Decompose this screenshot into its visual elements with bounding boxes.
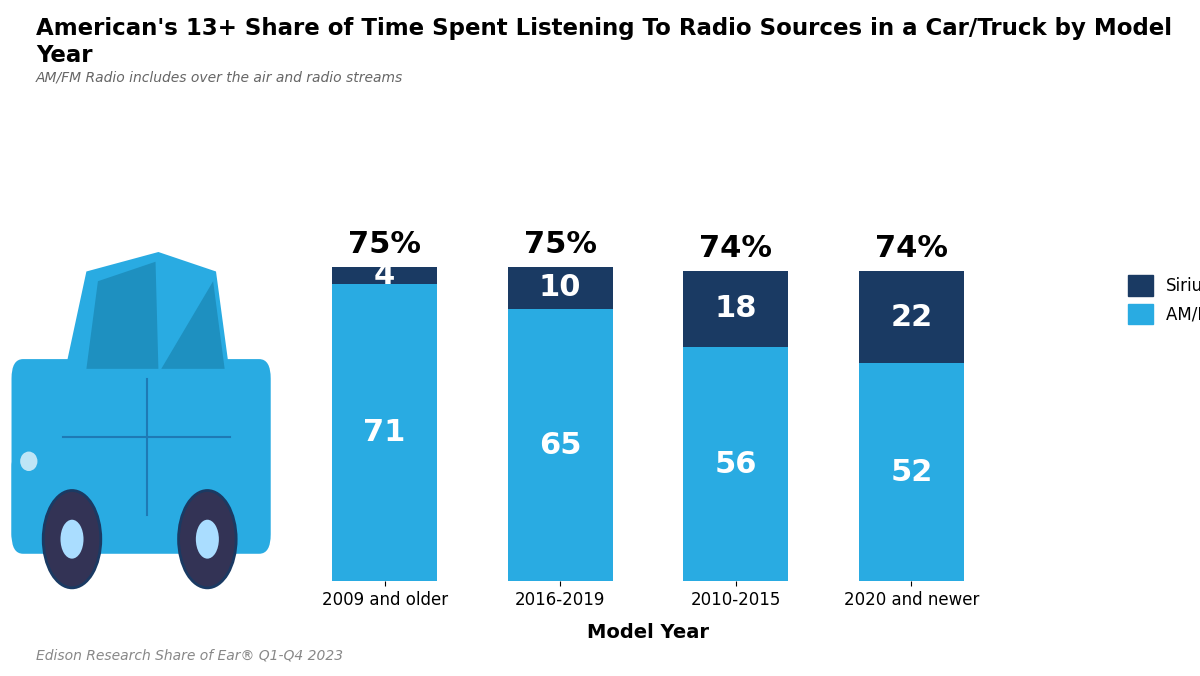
Text: 18: 18 [714,295,757,323]
Text: 75%: 75% [523,230,596,259]
Text: American's 13+ Share of Time Spent Listening To Radio Sources in a Car/Truck by : American's 13+ Share of Time Spent Liste… [36,17,1172,66]
Bar [332,267,437,284]
Text: 65: 65 [539,431,582,460]
Bar [508,267,613,309]
Text: 56: 56 [714,450,757,479]
Text: 10: 10 [539,274,582,302]
Bar [683,271,788,347]
Legend: SiriusXM, AM/FM Radio: SiriusXM, AM/FM Radio [1128,275,1200,324]
Circle shape [179,491,236,588]
Ellipse shape [20,452,37,471]
Polygon shape [43,398,55,418]
Text: 74%: 74% [875,234,948,263]
FancyBboxPatch shape [12,456,52,544]
Polygon shape [161,281,224,369]
Bar [683,347,788,581]
Circle shape [43,491,101,588]
FancyBboxPatch shape [12,359,271,554]
Polygon shape [64,252,230,379]
Circle shape [196,520,218,558]
Text: 71: 71 [364,418,406,447]
Text: 74%: 74% [700,234,773,263]
Text: AM/FM Radio includes over the air and radio streams: AM/FM Radio includes over the air and ra… [36,71,403,85]
Bar [859,364,964,581]
Text: 75%: 75% [348,230,421,259]
Text: 22: 22 [890,303,932,332]
Bar [332,284,437,581]
Text: 4: 4 [374,261,395,290]
X-axis label: Model Year: Model Year [587,623,709,642]
Polygon shape [86,262,158,369]
Text: 52: 52 [890,458,932,487]
Bar [508,309,613,581]
Text: Edison Research Share of Ear® Q1-Q4 2023: Edison Research Share of Ear® Q1-Q4 2023 [36,648,343,662]
Bar [859,271,964,364]
Circle shape [60,520,84,558]
